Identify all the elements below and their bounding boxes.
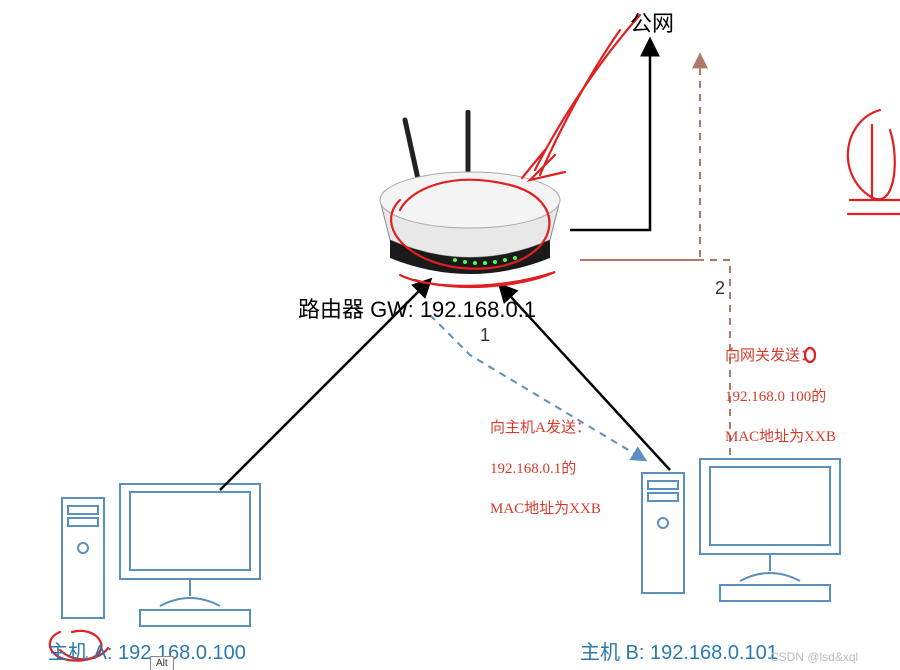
- label-public-net: 公网: [630, 6, 674, 38]
- note-a-line2: 192.168.0.1的: [490, 461, 576, 477]
- watermark-csdn: CSDN @lsd&xql: [770, 650, 858, 664]
- label-step-1: 1: [480, 325, 490, 346]
- computer-b: [640, 453, 850, 608]
- alt-indicator: Alt: [150, 656, 174, 670]
- note-gw-line2: 192.168.0 100的: [725, 389, 826, 405]
- router-device: [360, 110, 580, 280]
- label-step-2: 2: [715, 278, 725, 299]
- note-gw-line3: MAC地址为XXB: [725, 429, 836, 445]
- note-to-gateway: 向网关发送： 192.168.0 100的 MAC地址为XXB: [710, 326, 836, 468]
- label-host-b: 主机 B: 192.168.0.101: [580, 636, 778, 665]
- note-a-line1: 向主机A发送：: [490, 420, 591, 436]
- diagram-canvas: 公网 路由器 GW: 192.168.0.1 主机 A: 192.168.0.1…: [0, 0, 900, 670]
- note-gw-line1: 向网关发送：: [725, 348, 815, 364]
- note-to-host-a: 向主机A发送： 192.168.0.1的 MAC地址为XXB: [475, 398, 601, 540]
- computer-a: [60, 478, 270, 633]
- label-router-gw: 路由器 GW: 192.168.0.1: [298, 292, 536, 324]
- label-host-a: 主机 A: 192.168.0.100: [48, 636, 246, 665]
- note-a-line3: MAC地址为XXB: [490, 501, 601, 517]
